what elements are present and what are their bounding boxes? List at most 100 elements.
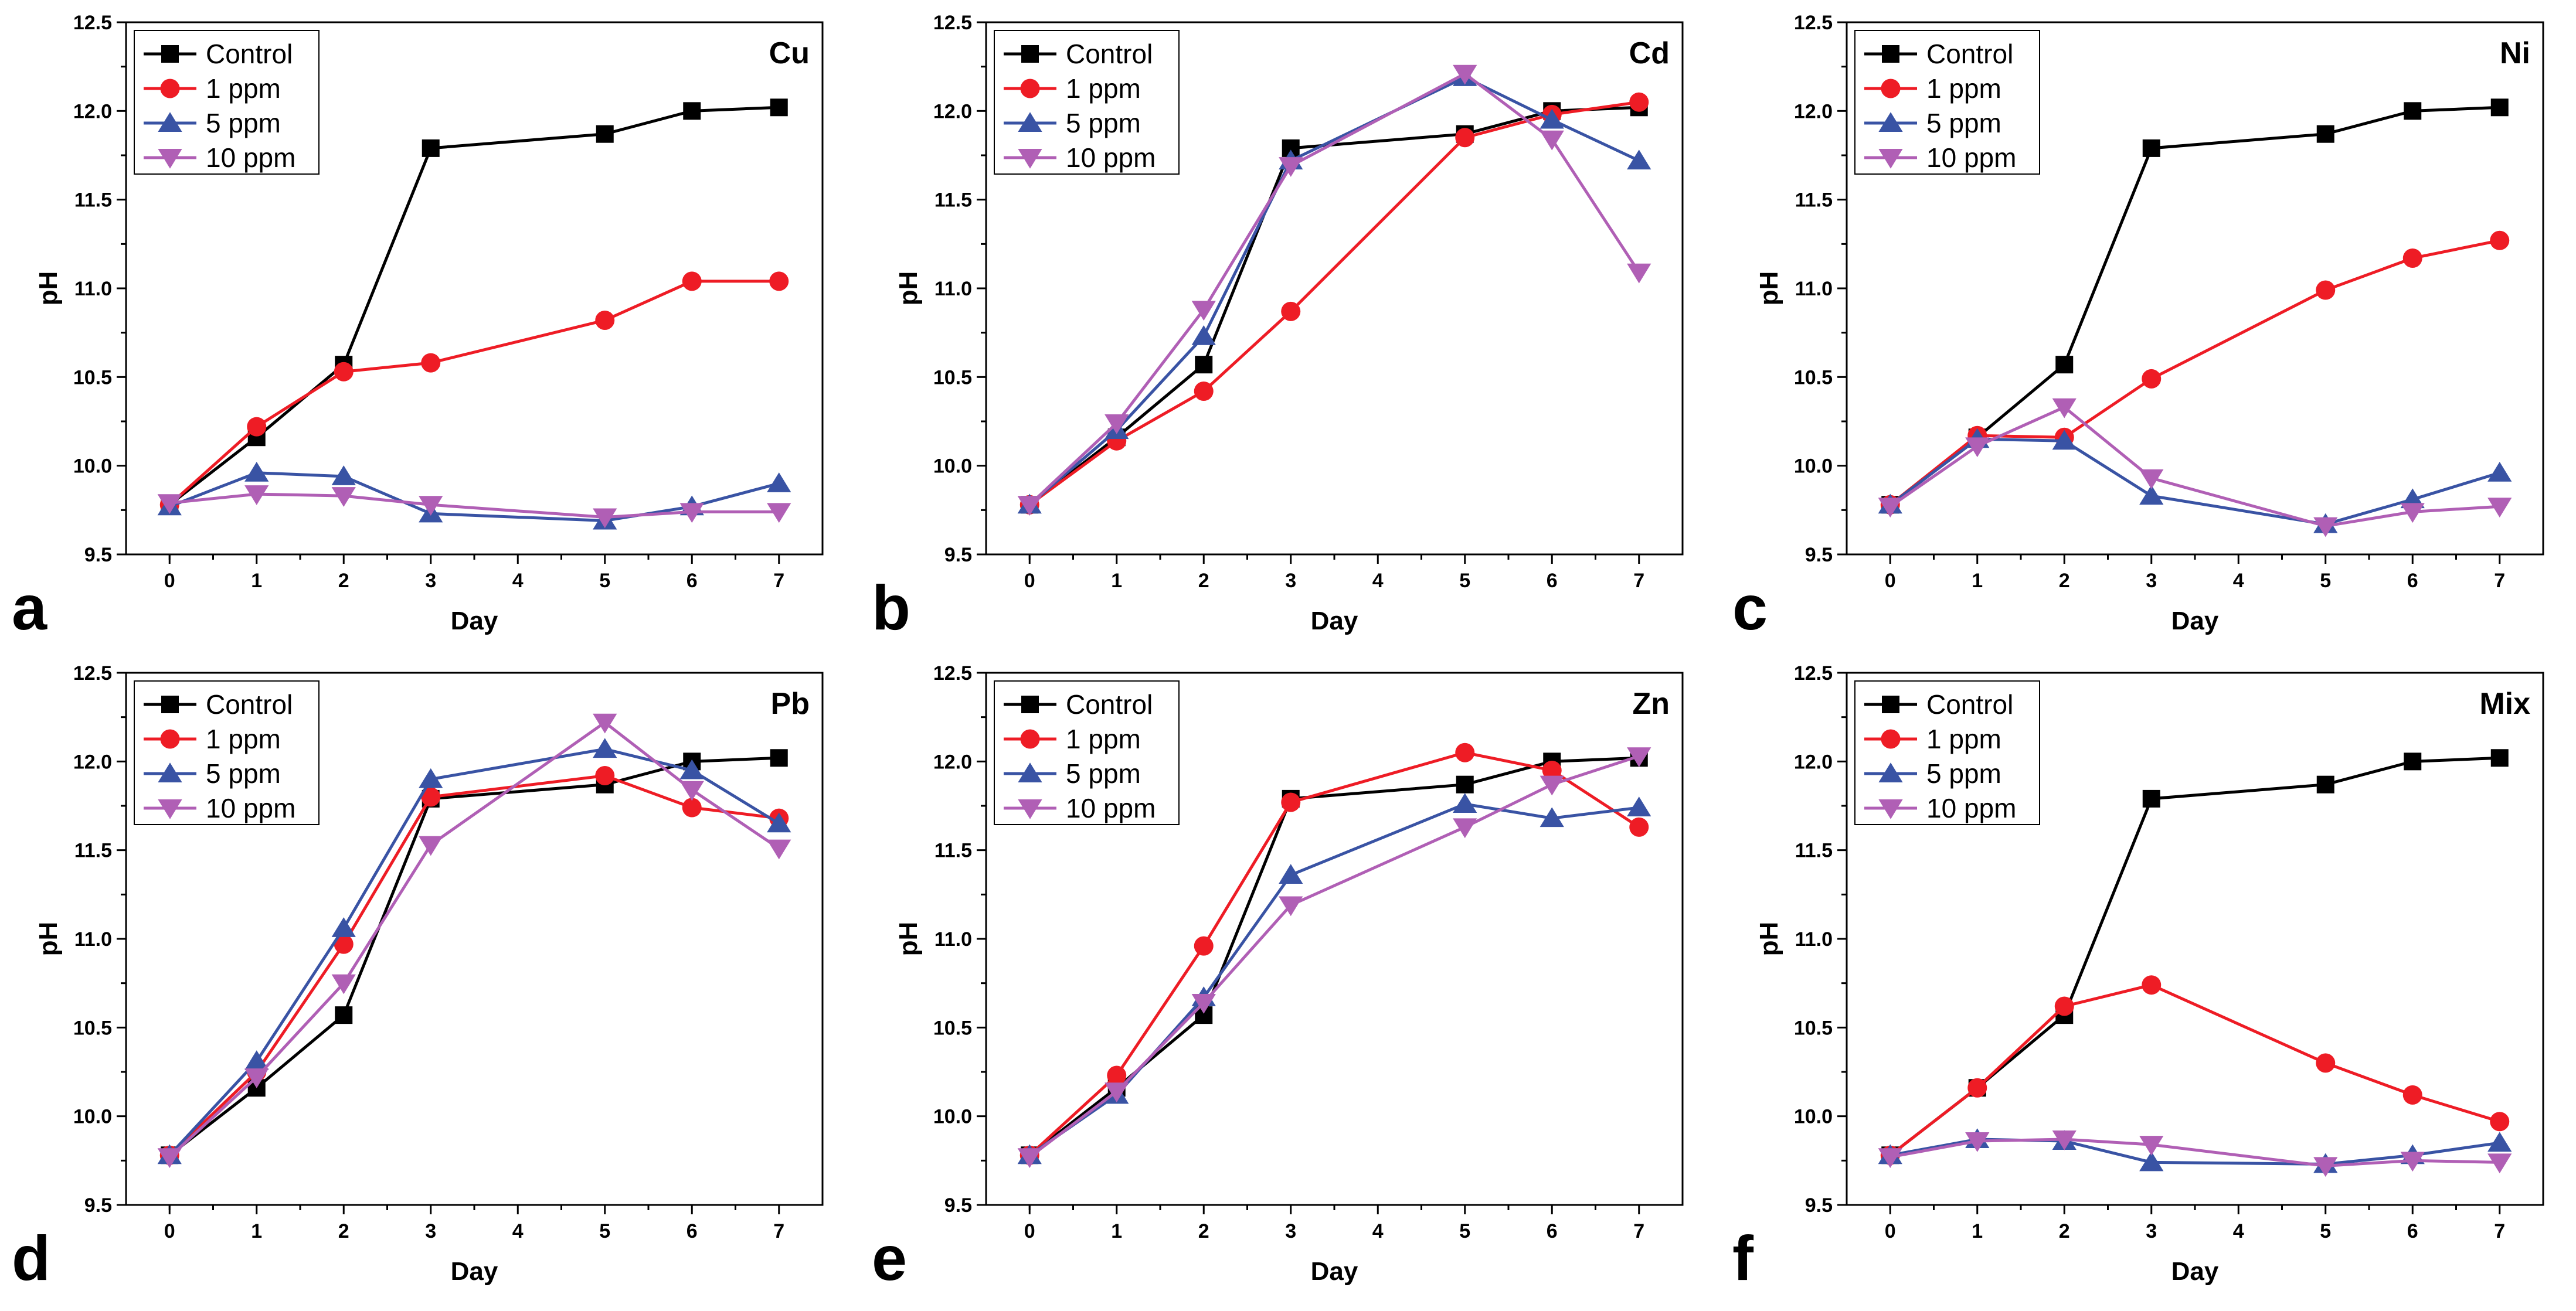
data-point: [2402, 1085, 2422, 1105]
x-axis-title: Day: [451, 607, 498, 635]
data-point: [247, 417, 267, 437]
data-point: [1195, 356, 1213, 374]
data-point: [1965, 1132, 1990, 1152]
legend-marker: [158, 762, 182, 782]
data-point: [2487, 498, 2512, 518]
legend-marker: [1878, 149, 1903, 169]
data-point: [2490, 749, 2509, 767]
x-tick-label: 3: [425, 1220, 436, 1242]
legend-marker: [1882, 45, 1899, 63]
data-point: [1967, 1078, 1987, 1098]
data-point: [1627, 149, 1651, 170]
y-tick-label: 11.5: [934, 189, 972, 212]
legend-marker: [1020, 729, 1040, 749]
y-tick-label: 11.0: [1795, 928, 1833, 951]
x-tick-label: 6: [2407, 570, 2418, 592]
legend-marker: [160, 79, 180, 98]
x-tick-label: 2: [1198, 1220, 1209, 1242]
legend-marker: [1878, 112, 1903, 132]
data-point: [1627, 263, 1651, 284]
data-point: [2316, 775, 2334, 794]
y-axis-title: pH: [34, 271, 63, 306]
data-point: [419, 496, 443, 516]
x-tick-label: 5: [1459, 1220, 1470, 1242]
y-axis-title: pH: [34, 922, 63, 956]
legend-marker: [1882, 696, 1899, 713]
y-tick-label: 10.5: [73, 366, 112, 389]
x-tick-label: 0: [1885, 1220, 1896, 1242]
data-point: [419, 836, 443, 856]
data-point: [1627, 796, 1651, 817]
data-point: [1453, 64, 1477, 85]
series-circle: [1880, 230, 2510, 515]
data-point: [335, 1006, 353, 1024]
x-axis-title: Day: [2171, 1257, 2219, 1286]
data-point: [2400, 503, 2425, 523]
x-tick-label: 2: [2059, 1220, 2070, 1242]
data-point: [2139, 469, 2164, 489]
legend-label: 5 ppm: [206, 108, 281, 138]
y-tick-label: 12.0: [1794, 100, 1833, 122]
data-point: [1105, 414, 1129, 434]
y-tick-label: 12.5: [73, 662, 112, 685]
x-tick-label: 1: [251, 1220, 262, 1242]
x-tick-label: 1: [1972, 570, 1983, 592]
series-triangle-up: [157, 738, 791, 1164]
data-point: [2402, 248, 2422, 268]
y-tick-label: 12.0: [73, 100, 112, 122]
legend-label: Control: [1926, 39, 2013, 69]
x-tick-label: 7: [2494, 1220, 2505, 1242]
legend-label: 1 ppm: [1926, 73, 2001, 104]
data-point: [244, 1050, 269, 1070]
data-point: [1629, 92, 1649, 112]
data-point: [1279, 896, 1303, 917]
data-point: [1191, 301, 1216, 321]
legend-marker: [158, 799, 182, 819]
legend-label: 5 ppm: [1066, 108, 1141, 138]
data-point: [1455, 128, 1475, 148]
data-point: [421, 353, 441, 373]
x-tick-label: 1: [251, 570, 262, 592]
data-point: [334, 362, 354, 382]
y-tick-label: 10.5: [1794, 366, 1833, 389]
metal-label: Ni: [2500, 36, 2530, 70]
legend-marker: [158, 149, 182, 169]
panel-e: 9.5 10.0 10.5 11.0 11.5 12.0 12.5 0 1 2 3 4 5 6 7 Day pH…: [872, 662, 1684, 1293]
data-point: [1194, 936, 1214, 956]
data-point: [683, 102, 701, 120]
legend-marker: [161, 696, 179, 713]
y-tick-label: 11.5: [1795, 840, 1833, 862]
data-point: [2052, 1130, 2077, 1150]
data-point: [1455, 743, 1475, 762]
y-tick-label: 10.0: [73, 455, 112, 478]
legend-marker: [158, 112, 182, 132]
data-point: [1281, 792, 1301, 812]
data-point: [2487, 462, 2512, 482]
y-tick-label: 10.5: [933, 366, 972, 389]
legend-marker: [1881, 729, 1901, 749]
y-tick-label: 12.5: [1794, 662, 1833, 685]
y-tick-label: 12.0: [933, 100, 972, 122]
data-point: [1279, 157, 1303, 177]
data-point: [2400, 1152, 2425, 1172]
data-point: [1540, 130, 1564, 151]
data-point: [1627, 747, 1651, 768]
data-point: [2487, 1132, 2512, 1152]
data-point: [2139, 485, 2164, 505]
panel-letter: c: [1732, 572, 1768, 643]
data-point: [767, 839, 791, 860]
legend-marker: [160, 729, 180, 749]
legend: Control 1 ppm 5 ppm 10 ppm: [1854, 30, 2040, 175]
x-tick-label: 7: [773, 1220, 784, 1242]
x-tick-label: 5: [1459, 570, 1470, 592]
data-point: [1540, 807, 1564, 828]
y-tick-label: 12.0: [1794, 751, 1833, 773]
legend-marker: [1018, 112, 1042, 132]
legend-label: 1 ppm: [1066, 724, 1141, 754]
data-point: [2142, 975, 2162, 995]
data-point: [767, 503, 791, 523]
legend-marker: [1018, 762, 1042, 782]
series-circle: [159, 766, 789, 1165]
legend: Control 1 ppm 5 ppm 10 ppm: [134, 680, 320, 825]
series-circle: [1019, 743, 1649, 1165]
